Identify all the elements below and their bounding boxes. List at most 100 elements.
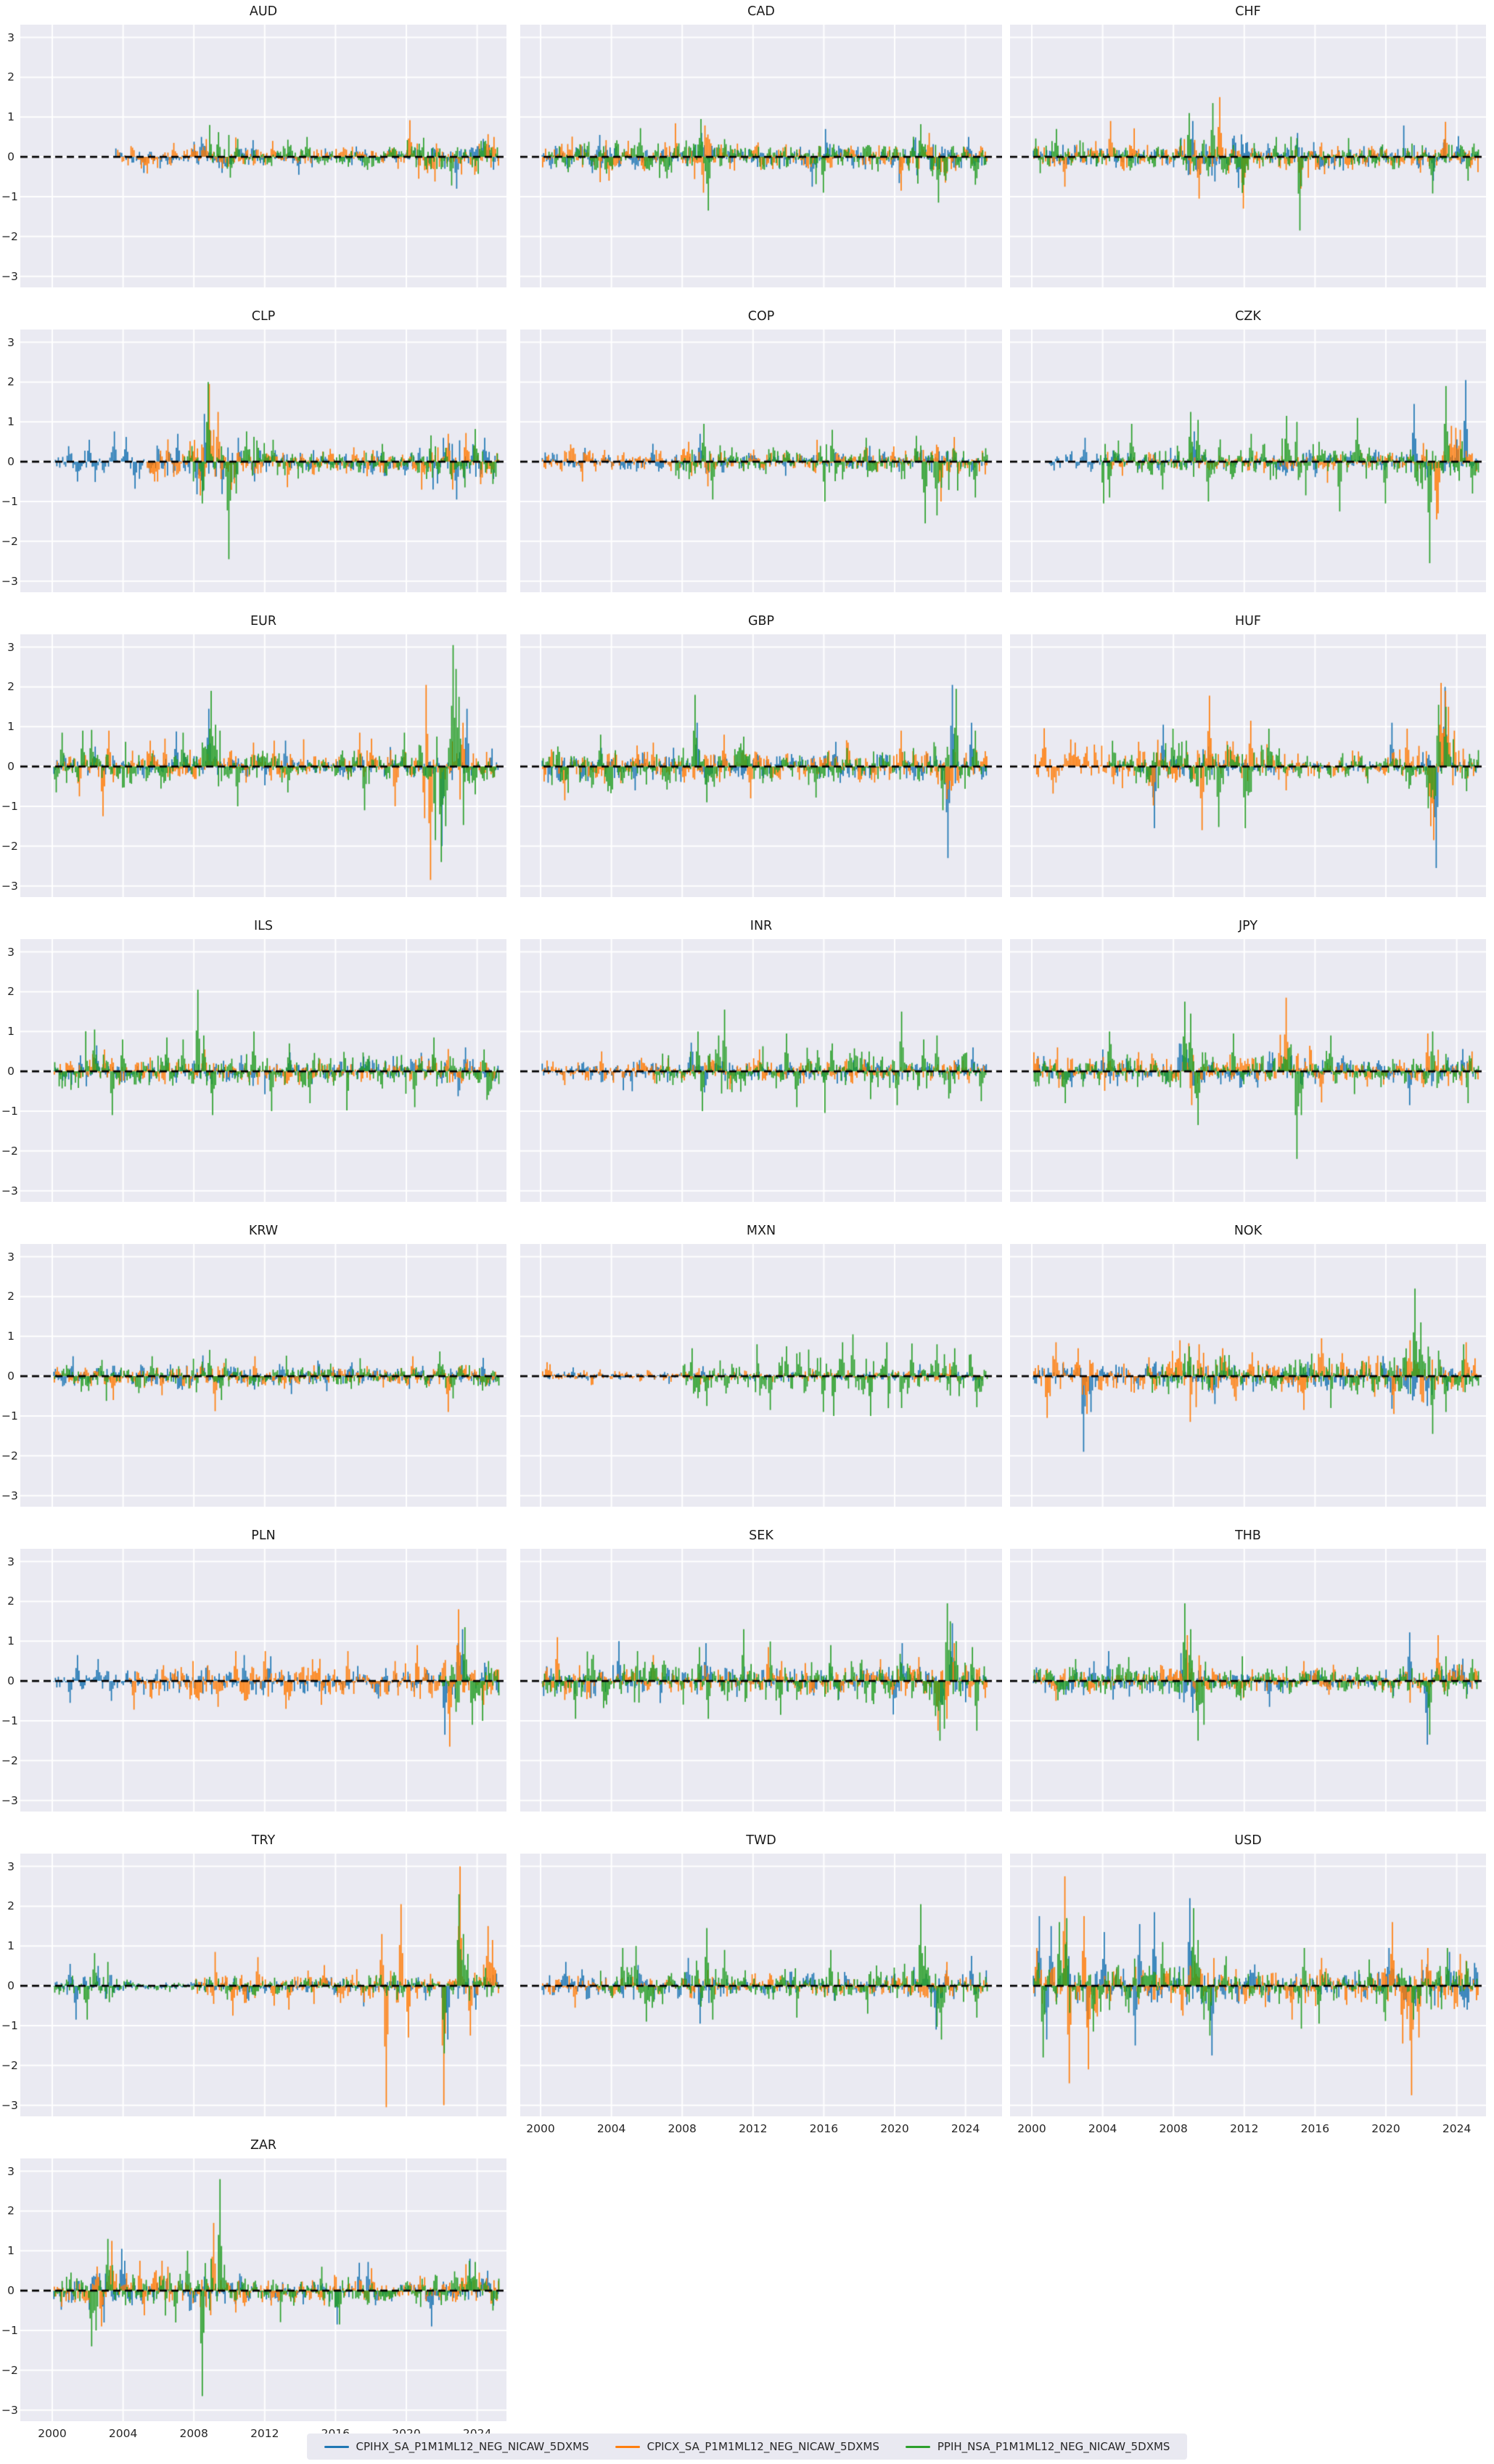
legend-item-2: PPIH_NSA_P1M1ML12_NEG_NICAW_5DXMS — [905, 2440, 1170, 2453]
y-tick-label: 1 — [7, 1330, 15, 1343]
x-tick-label: 2000 — [526, 2122, 555, 2135]
chart-canvas-CLP — [20, 330, 506, 592]
x-tick-label: 2024 — [1442, 2122, 1472, 2135]
panel-title-NOK: NOK — [1234, 1224, 1263, 1238]
panel-COP: COP — [520, 305, 1002, 610]
y-tick-label: −1 — [1, 799, 18, 813]
y-tick-label: 3 — [7, 2164, 15, 2178]
legend-item-0: CPIHX_SA_P1M1ML12_NEG_NICAW_5DXMS — [324, 2440, 589, 2453]
legend: CPIHX_SA_P1M1ML12_NEG_NICAW_5DXMS CPICX_S… — [306, 2434, 1188, 2460]
panel-GBP: GBP — [520, 610, 1002, 914]
panel-title-PLN: PLN — [251, 1528, 276, 1543]
panel-TRY: TRY 3 2 1 0 −1 −2 −3 — [1, 1829, 506, 2134]
y-tick-label: −3 — [1, 1184, 18, 1198]
panel-title-EUR: EUR — [250, 614, 277, 629]
x-tick-label: 2004 — [596, 2122, 626, 2135]
chart-canvas-NOK — [1010, 1244, 1486, 1507]
panel-title-SEK: SEK — [749, 1528, 773, 1543]
y-tick-label: −1 — [1, 2018, 18, 2032]
chart-canvas-HUF — [1010, 634, 1486, 897]
x-tick-label: 2020 — [880, 2122, 909, 2135]
y-tick-label: −3 — [1, 879, 18, 893]
y-tick-label: −3 — [1, 2098, 18, 2112]
y-tick-label: 0 — [7, 1979, 15, 1993]
panel-title-USD: USD — [1234, 1833, 1262, 1848]
chart-canvas-CZK — [1010, 330, 1486, 592]
y-tick-label: −2 — [1, 1144, 18, 1158]
chart-canvas-TRY — [20, 1854, 506, 2116]
y-tick-label: 2 — [7, 2204, 15, 2218]
chart-canvas-THB — [1010, 1549, 1486, 1812]
y-tick-label: −2 — [1, 1449, 18, 1462]
y-tick-label: 2 — [7, 375, 15, 389]
chart-canvas-JPY — [1010, 939, 1486, 1202]
panel-USD: USD 2000 2004 2008 2012 2016 2020 2024 — [1010, 1829, 1486, 2135]
x-tick-label: 2016 — [809, 2122, 839, 2135]
panel-title-AUD: AUD — [249, 4, 278, 19]
y-tick-label: −1 — [1, 189, 18, 203]
y-tick-label: −1 — [1, 494, 18, 508]
y-tick-label: −3 — [1, 1793, 18, 1807]
panel-title-CAD: CAD — [747, 4, 775, 19]
y-tick-label: 3 — [7, 1859, 15, 1873]
y-tick-label: 3 — [7, 1555, 15, 1568]
y-tick-label: 3 — [7, 335, 15, 349]
chart-canvas-COP — [520, 330, 1002, 592]
panel-ZAR: ZAR3210−1−2−3200020042008201220162020202… — [1, 2134, 506, 2440]
chart-canvas-INR — [520, 939, 1002, 1202]
y-tick-label: 0 — [7, 150, 15, 164]
y-tick-label: −1 — [1, 1104, 18, 1118]
x-tick-label: 2008 — [179, 2427, 208, 2440]
y-tick-label: 0 — [7, 1370, 15, 1383]
y-tick-label: 1 — [7, 110, 15, 124]
chart-canvas-CHF — [1010, 25, 1486, 287]
y-tick-label: 3 — [7, 945, 15, 959]
x-tick-label: 2020 — [1371, 2122, 1400, 2135]
legend-line-swatch-icon — [324, 2445, 349, 2448]
panel-INR: INR — [520, 914, 1002, 1219]
panel-title-GBP: GBP — [747, 614, 775, 629]
chart-canvas-MXN — [520, 1244, 1002, 1507]
y-tick-label: 2 — [7, 1290, 15, 1303]
x-tick-label: 2012 — [739, 2122, 768, 2135]
legend-label: CPIHX_SA_P1M1ML12_NEG_NICAW_5DXMS — [356, 2440, 589, 2453]
chart-canvas-CAD — [520, 25, 1002, 287]
chart-canvas-PLN — [20, 1549, 506, 1812]
x-tick-label: 2000 — [38, 2427, 67, 2440]
panel-AUD: AUD 3 2 1 0 −1 −2 −3 — [1, 0, 506, 305]
panel-MXN: MXN — [520, 1219, 1002, 1524]
panel-NOK: NOK — [1010, 1219, 1486, 1524]
y-tick-label: −3 — [1, 574, 18, 588]
legend-line-swatch-icon — [905, 2445, 930, 2448]
chart-canvas-TWD — [520, 1854, 1002, 2116]
x-tick-label: 2008 — [1159, 2122, 1188, 2135]
chart-canvas-ILS — [20, 939, 506, 1202]
panel-title-MXN: MXN — [746, 1224, 776, 1238]
y-tick-label: −3 — [1, 269, 18, 283]
panel-title-INR: INR — [750, 919, 773, 933]
y-tick-label: −3 — [1, 1489, 18, 1502]
x-tick-label: 2024 — [951, 2122, 980, 2135]
y-tick-label: −2 — [1, 1753, 18, 1767]
x-tick-label: 2004 — [108, 2427, 138, 2440]
panel-KRW: KRW 3 2 1 0 −1 −2 −3 — [1, 1219, 506, 1524]
panel-SEK: SEK — [520, 1524, 1002, 1829]
panel-title-TRY: TRY — [251, 1833, 276, 1848]
y-tick-label: 0 — [7, 1065, 15, 1078]
chart-canvas-SEK — [520, 1549, 1002, 1812]
legend-label: PPIH_NSA_P1M1ML12_NEG_NICAW_5DXMS — [937, 2440, 1170, 2453]
y-tick-label: −2 — [1, 534, 18, 548]
y-tick-label: 2 — [7, 1899, 15, 1913]
panel-HUF: HUF — [1010, 610, 1486, 914]
y-tick-label: 1 — [7, 720, 15, 734]
panel-title-TWD: TWD — [746, 1833, 776, 1848]
y-tick-label: 1 — [7, 415, 15, 429]
y-tick-label: −2 — [1, 2058, 18, 2072]
panel-title-KRW: KRW — [248, 1224, 279, 1238]
x-tick-label: 2004 — [1088, 2122, 1117, 2135]
y-tick-label: 3 — [7, 1250, 15, 1264]
panel-title-THB: THB — [1235, 1528, 1261, 1543]
y-tick-label: −2 — [1, 839, 18, 853]
x-tick-label: 2016 — [1300, 2122, 1330, 2135]
y-tick-label: 1 — [7, 2244, 15, 2258]
